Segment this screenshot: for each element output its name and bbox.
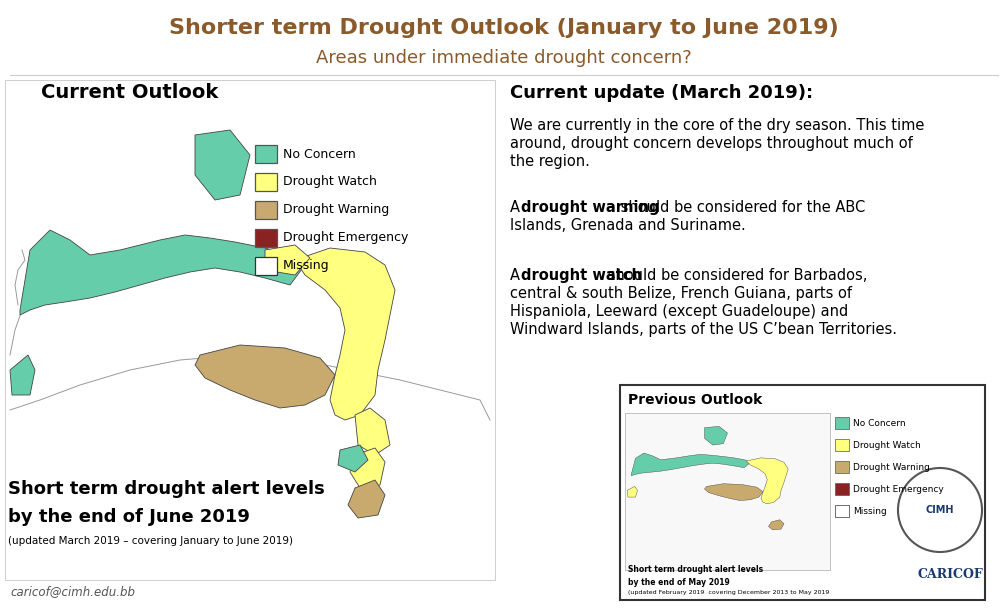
Polygon shape bbox=[338, 445, 368, 472]
Polygon shape bbox=[348, 480, 385, 518]
Bar bbox=[835, 417, 849, 429]
Polygon shape bbox=[627, 487, 637, 497]
Bar bbox=[255, 257, 277, 275]
Bar bbox=[255, 173, 277, 191]
Text: No Concern: No Concern bbox=[283, 147, 356, 160]
Text: A: A bbox=[510, 200, 524, 215]
Text: by the end of June 2019: by the end of June 2019 bbox=[8, 508, 250, 526]
Text: Windward Islands, parts of the US C’bean Territories.: Windward Islands, parts of the US C’bean… bbox=[510, 322, 897, 337]
Bar bbox=[835, 483, 849, 495]
Circle shape bbox=[898, 468, 982, 552]
Text: Short term drought alert levels: Short term drought alert levels bbox=[8, 480, 325, 498]
Text: Areas under immediate drought concern?: Areas under immediate drought concern? bbox=[317, 49, 691, 67]
Text: Current Outlook: Current Outlook bbox=[41, 83, 219, 102]
Text: Current update (March 2019):: Current update (March 2019): bbox=[510, 84, 813, 102]
Text: No Concern: No Concern bbox=[853, 419, 905, 428]
Text: Drought Emergency: Drought Emergency bbox=[283, 231, 408, 245]
Text: Hispaniola, Leeward (except Guadeloupe) and: Hispaniola, Leeward (except Guadeloupe) … bbox=[510, 304, 849, 319]
Text: CARICOF: CARICOF bbox=[917, 569, 983, 581]
Text: A: A bbox=[510, 268, 524, 283]
Polygon shape bbox=[768, 520, 784, 530]
Text: (updated February 2019  covering December 2013 to May 2019: (updated February 2019 covering December… bbox=[628, 590, 830, 595]
Polygon shape bbox=[265, 245, 310, 275]
Text: Shorter term Drought Outlook (January to June 2019): Shorter term Drought Outlook (January to… bbox=[169, 18, 839, 38]
Bar bbox=[835, 439, 849, 451]
Polygon shape bbox=[746, 458, 788, 504]
Text: should be considered for the ABC: should be considered for the ABC bbox=[616, 200, 865, 215]
Text: the region.: the region. bbox=[510, 154, 590, 169]
Polygon shape bbox=[355, 408, 390, 455]
Polygon shape bbox=[295, 248, 395, 420]
Bar bbox=[835, 505, 849, 517]
Polygon shape bbox=[195, 130, 250, 200]
Polygon shape bbox=[631, 453, 751, 476]
Text: Previous Outlook: Previous Outlook bbox=[628, 393, 762, 407]
Polygon shape bbox=[20, 230, 305, 315]
Text: Drought Emergency: Drought Emergency bbox=[853, 485, 943, 493]
Bar bbox=[255, 201, 277, 219]
Text: Short term drought alert levels: Short term drought alert levels bbox=[628, 565, 763, 574]
Text: caricof@cimh.edu.bb: caricof@cimh.edu.bb bbox=[10, 585, 135, 598]
Text: central & south Belize, French Guiana, parts of: central & south Belize, French Guiana, p… bbox=[510, 286, 852, 301]
Text: Missing: Missing bbox=[853, 507, 887, 515]
Bar bbox=[5, 80, 495, 580]
Polygon shape bbox=[195, 345, 335, 408]
Text: by the end of May 2019: by the end of May 2019 bbox=[628, 578, 730, 587]
Text: Drought Warning: Drought Warning bbox=[283, 204, 389, 217]
Text: Islands, Grenada and Suriname.: Islands, Grenada and Suriname. bbox=[510, 218, 746, 233]
Bar bbox=[835, 461, 849, 473]
Text: Drought Warning: Drought Warning bbox=[853, 463, 929, 471]
Bar bbox=[625, 413, 830, 570]
Polygon shape bbox=[705, 483, 763, 501]
Text: drought watch: drought watch bbox=[521, 268, 642, 283]
Text: CIMH: CIMH bbox=[925, 505, 955, 515]
Bar bbox=[255, 229, 277, 247]
Text: (updated March 2019 – covering January to June 2019): (updated March 2019 – covering January t… bbox=[8, 536, 293, 546]
Bar bbox=[255, 145, 277, 163]
Bar bbox=[620, 385, 985, 600]
Text: We are currently in the core of the dry season. This time: We are currently in the core of the dry … bbox=[510, 118, 924, 133]
Text: Missing: Missing bbox=[283, 259, 330, 272]
Polygon shape bbox=[10, 355, 35, 395]
Polygon shape bbox=[705, 427, 728, 445]
Text: should be considered for Barbados,: should be considered for Barbados, bbox=[603, 268, 867, 283]
Text: Drought Watch: Drought Watch bbox=[853, 441, 920, 449]
Text: drought warning: drought warning bbox=[521, 200, 659, 215]
Polygon shape bbox=[350, 448, 385, 488]
Text: Drought Watch: Drought Watch bbox=[283, 176, 377, 188]
Text: around, drought concern develops throughout much of: around, drought concern develops through… bbox=[510, 136, 913, 151]
